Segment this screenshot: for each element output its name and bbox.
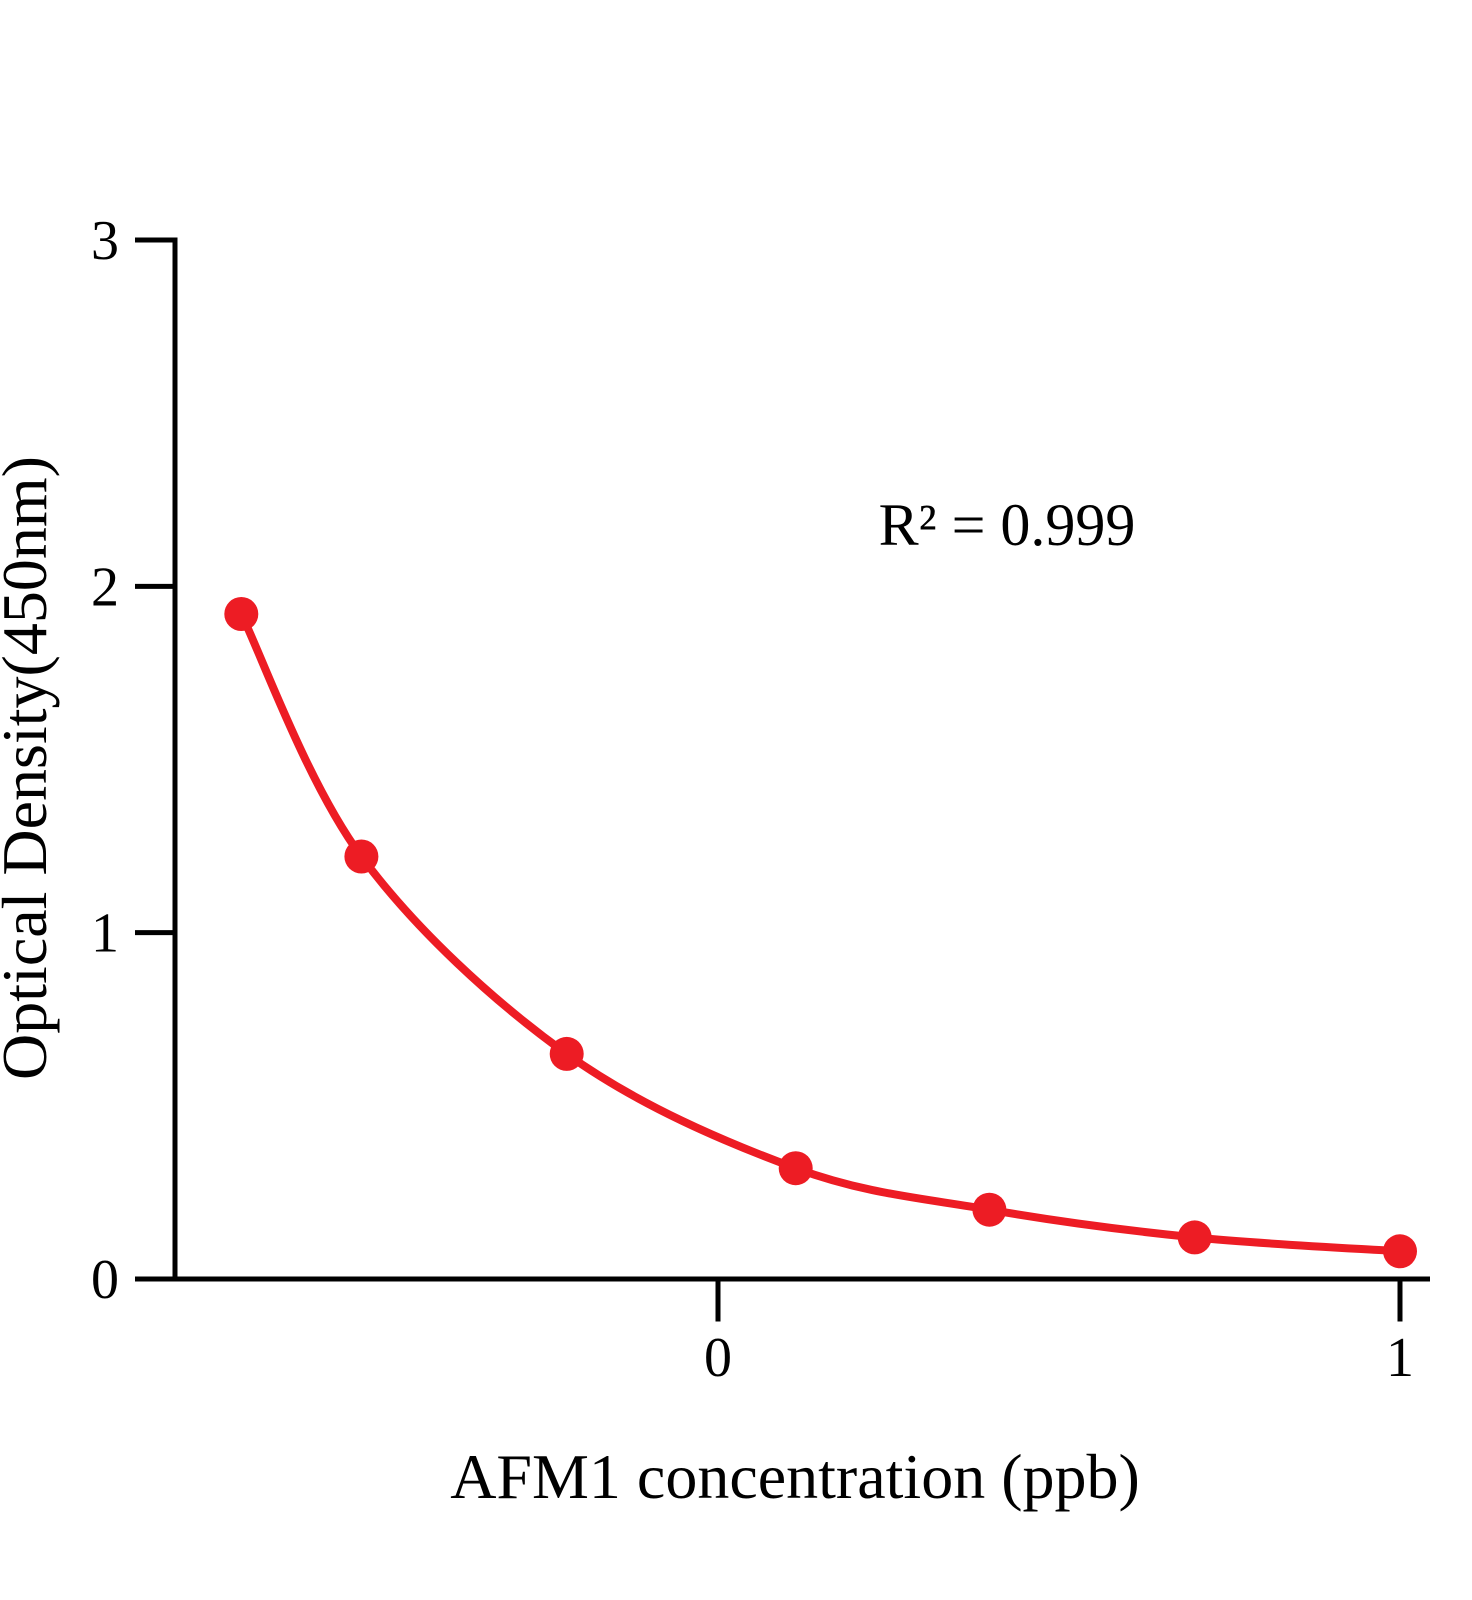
data-point — [1383, 1234, 1417, 1269]
data-point — [778, 1151, 813, 1186]
y-axis-title: Optical Density(450nm) — [0, 456, 60, 1080]
data-point — [344, 839, 379, 874]
x-axis-title: AFM1 concentration (ppb) — [450, 1441, 1140, 1512]
x-tick-label-1: 1 — [1386, 1327, 1414, 1389]
data-point-markers — [224, 597, 1417, 1269]
fit-curve — [237, 610, 1404, 1256]
tick-labels: 0 1 2 3 0 1 — [91, 210, 1414, 1389]
r-squared-annotation: R² = 0.999 — [879, 492, 1136, 558]
x-tick-label-0: 0 — [704, 1327, 732, 1389]
y-tick-label-2: 2 — [91, 556, 119, 618]
axes — [135, 237, 1430, 1322]
y-tick-label-1: 1 — [91, 903, 119, 965]
data-point — [972, 1192, 1007, 1227]
y-tick-label-3: 3 — [91, 210, 119, 272]
data-point — [549, 1036, 584, 1071]
data-point — [224, 597, 259, 631]
data-point — [1177, 1220, 1212, 1255]
y-tick-label-0: 0 — [91, 1249, 119, 1311]
